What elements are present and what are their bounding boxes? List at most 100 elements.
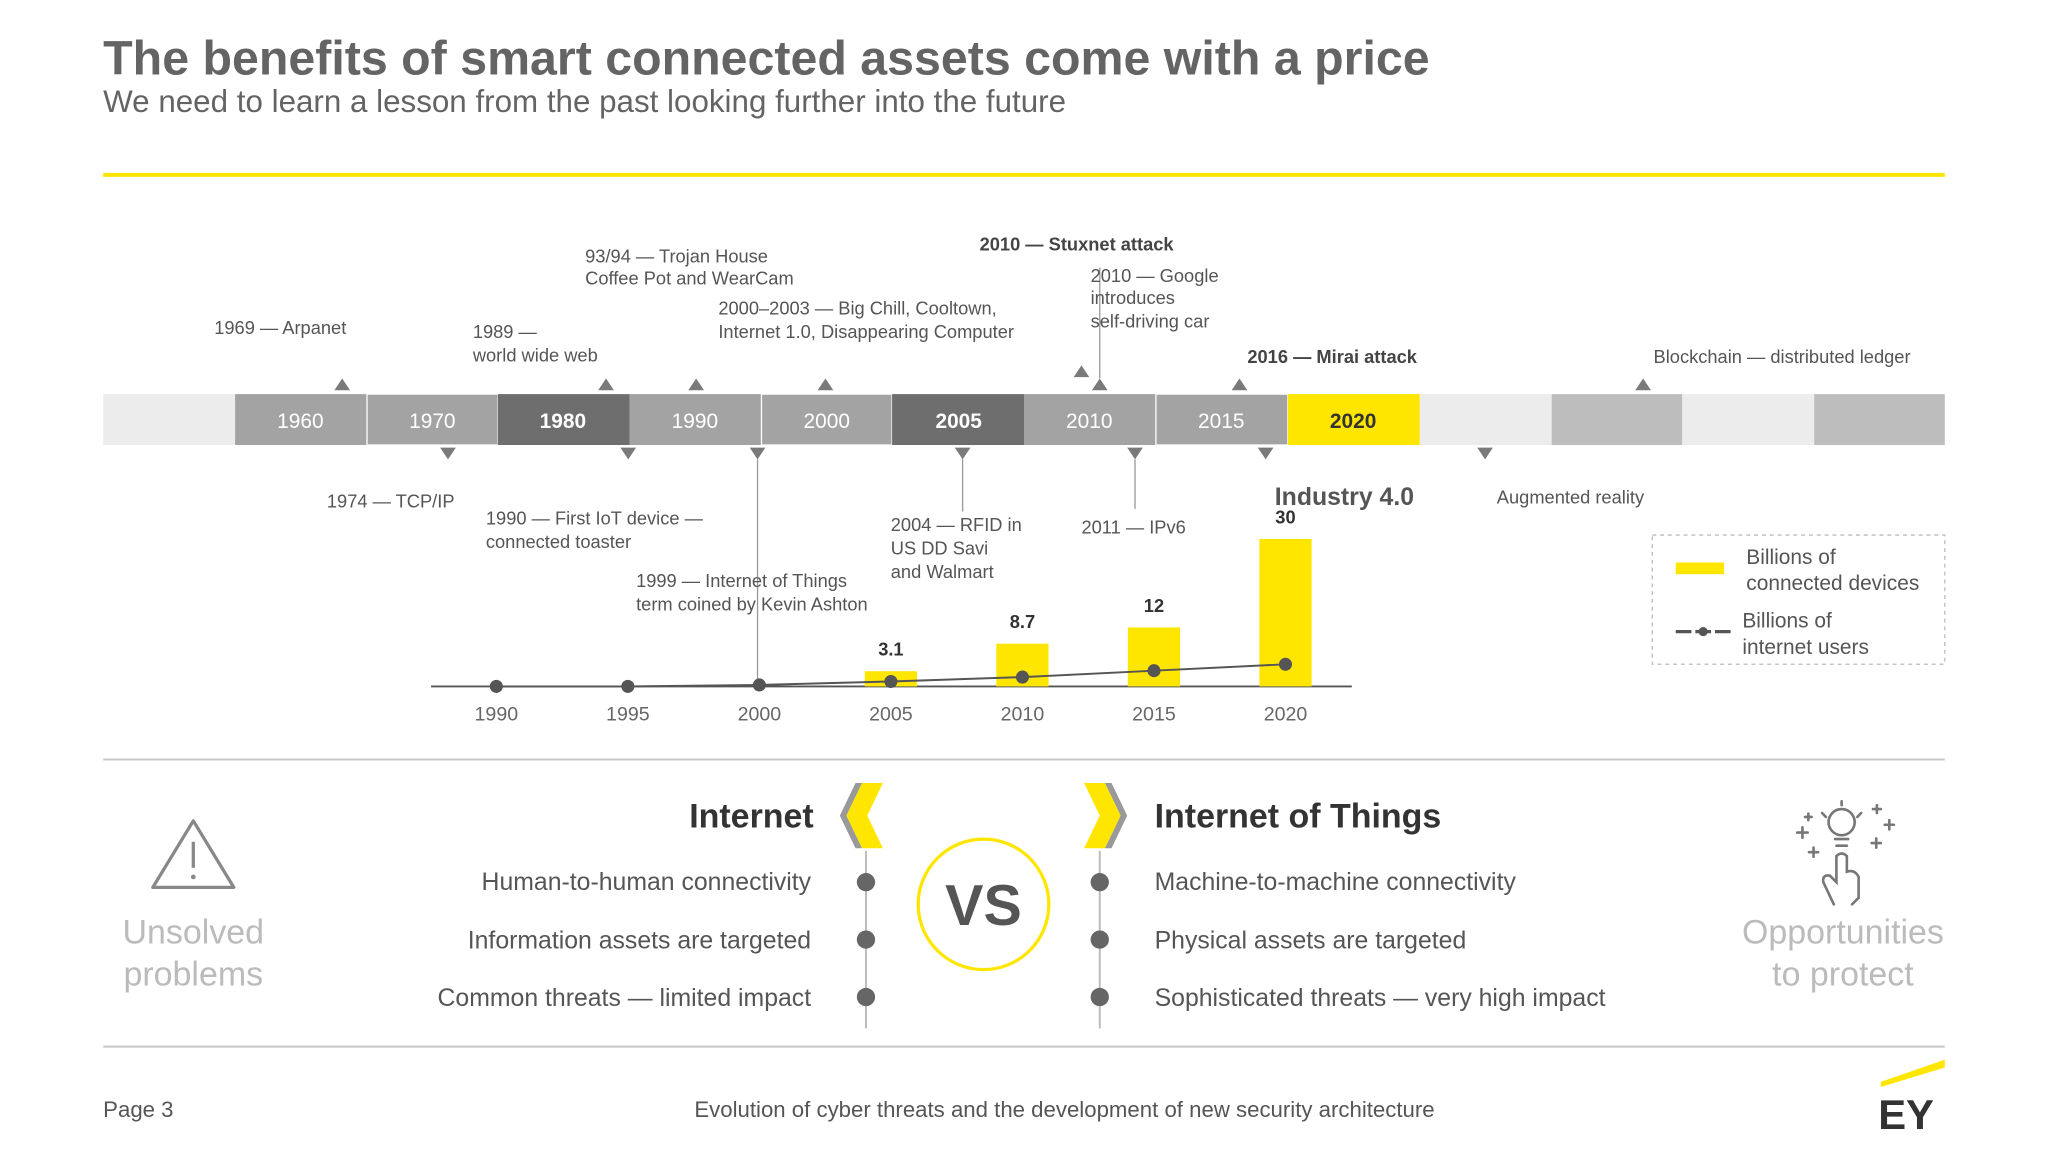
event: 2000–2003 — Big Chill, Cooltown, Internet… bbox=[718, 298, 1014, 342]
value-label: 12 bbox=[1144, 595, 1164, 616]
point bbox=[489, 679, 503, 693]
item: Information assets are targeted bbox=[468, 928, 811, 955]
marker bbox=[620, 447, 637, 460]
comparison: Unsolved problems Internet Human-to-human… bbox=[123, 782, 1944, 1029]
x-tick-label: 2000 bbox=[738, 703, 782, 725]
x-tick-label: 2010 bbox=[1001, 703, 1045, 725]
side-label: Opportunities to protect bbox=[1742, 914, 1944, 994]
events-above: 1969 — Arpanet 1989 — world wide web 93/9… bbox=[214, 234, 1911, 391]
event: 1989 — world wide web bbox=[472, 321, 598, 365]
marker bbox=[1635, 378, 1651, 391]
event: 1990 — First IoT device — connected toast… bbox=[486, 508, 704, 552]
chevron bbox=[1104, 782, 1128, 849]
bullet bbox=[1090, 930, 1109, 949]
page-number: Page 3 bbox=[103, 1097, 173, 1122]
value-label: 30 bbox=[1275, 506, 1295, 527]
legend-swatch bbox=[1698, 627, 1708, 637]
event: 2010 — Stuxnet attack bbox=[980, 234, 1175, 255]
chart: 1990 1995 2000 2005 2010 2015 2020 3.1 8.7 12 30 bbox=[431, 506, 1352, 725]
marker bbox=[1231, 378, 1248, 391]
marker bbox=[688, 378, 704, 391]
bar bbox=[1127, 627, 1181, 687]
value-label: 8.7 bbox=[1010, 611, 1035, 632]
bullet bbox=[1090, 987, 1109, 1007]
point bbox=[1147, 664, 1161, 678]
chevron bbox=[839, 782, 863, 849]
legend-box bbox=[1651, 534, 1946, 665]
chevron bbox=[846, 782, 883, 849]
vs: VS bbox=[945, 874, 1022, 938]
cell bbox=[1419, 394, 1552, 446]
warning-icon bbox=[151, 819, 236, 890]
bullet bbox=[856, 987, 876, 1007]
event: Industry 4.0 bbox=[1275, 484, 1414, 511]
marker bbox=[334, 378, 351, 391]
cell bbox=[235, 394, 368, 446]
point bbox=[1015, 670, 1029, 684]
value-label: 3.1 bbox=[878, 639, 903, 660]
idea-icon bbox=[1795, 799, 1896, 906]
event: 2004 — RFID in US DD Savi and Walmart bbox=[891, 514, 1022, 582]
logo: EY bbox=[1878, 1091, 1934, 1138]
decade: 1960 bbox=[277, 410, 323, 433]
logo-bar bbox=[1880, 1059, 1945, 1088]
x-tick-label: 2005 bbox=[869, 703, 913, 725]
event: 2016 — Mirai attack bbox=[1247, 346, 1417, 367]
decade: 1990 bbox=[672, 410, 718, 433]
side-label: Unsolved problems bbox=[123, 914, 265, 994]
event: 2010 — Google introduces self-driving car bbox=[1091, 265, 1219, 332]
x-tick-label: 1990 bbox=[475, 703, 519, 725]
event: Blockchain — distributed ledger bbox=[1654, 346, 1911, 367]
marker bbox=[749, 447, 766, 460]
decade: 1970 bbox=[409, 410, 455, 433]
point bbox=[884, 674, 898, 689]
item: Physical assets are targeted bbox=[1155, 928, 1467, 955]
bullet bbox=[856, 873, 876, 892]
heading: Internet bbox=[689, 797, 814, 835]
item: Human-to-human connectivity bbox=[482, 869, 812, 896]
cell bbox=[760, 393, 893, 446]
marker bbox=[440, 447, 456, 460]
warning-dot bbox=[190, 874, 196, 880]
event: 2011 — IPv6 bbox=[1081, 517, 1185, 538]
timeline: 1960 1970 1980 1990 2000 2005 2010 2015 … bbox=[103, 393, 1945, 446]
cell bbox=[1682, 394, 1815, 446]
marker bbox=[1073, 365, 1090, 378]
decade: 1980 bbox=[540, 410, 586, 433]
event: 1999 — Internet of Things term coined by … bbox=[636, 570, 868, 614]
decade: 2015 bbox=[1198, 410, 1244, 433]
marker bbox=[598, 378, 614, 391]
bullet bbox=[1090, 873, 1109, 892]
decade: 2005 bbox=[935, 410, 982, 433]
point bbox=[621, 679, 635, 693]
cell bbox=[1551, 394, 1683, 446]
legend-swatch bbox=[1675, 562, 1725, 575]
legend-label: Billions of connected devices bbox=[1746, 546, 1919, 595]
decade: 2010 bbox=[1066, 410, 1112, 433]
decade: 2000 bbox=[804, 410, 850, 433]
point bbox=[752, 678, 766, 692]
event: 1969 — Arpanet bbox=[214, 317, 346, 338]
subtitle: We need to learn a lesson from the past … bbox=[103, 84, 1066, 119]
legend: Billions of connected devices Billions of… bbox=[1651, 534, 1946, 665]
marker bbox=[954, 447, 971, 460]
cell bbox=[1155, 393, 1289, 446]
item: Sophisticated threats — very high impact bbox=[1155, 985, 1606, 1012]
item: Common threats — limited impact bbox=[437, 985, 811, 1012]
x-tick-label: 2015 bbox=[1132, 703, 1176, 725]
cell bbox=[892, 394, 1024, 446]
marker bbox=[1127, 447, 1143, 460]
cell bbox=[629, 394, 762, 446]
cell bbox=[1287, 394, 1420, 446]
marker bbox=[817, 378, 834, 391]
heading: Internet of Things bbox=[1155, 797, 1442, 835]
cell bbox=[366, 393, 499, 446]
item: Machine-to-machine connectivity bbox=[1155, 869, 1517, 896]
x-tick-label: 2020 bbox=[1264, 703, 1308, 725]
marker bbox=[1257, 447, 1274, 460]
cell bbox=[1814, 394, 1945, 446]
event: Augmented reality bbox=[1497, 487, 1645, 508]
events-below: 1974 — TCP/IP 1990 — First IoT device — c… bbox=[327, 447, 1645, 686]
